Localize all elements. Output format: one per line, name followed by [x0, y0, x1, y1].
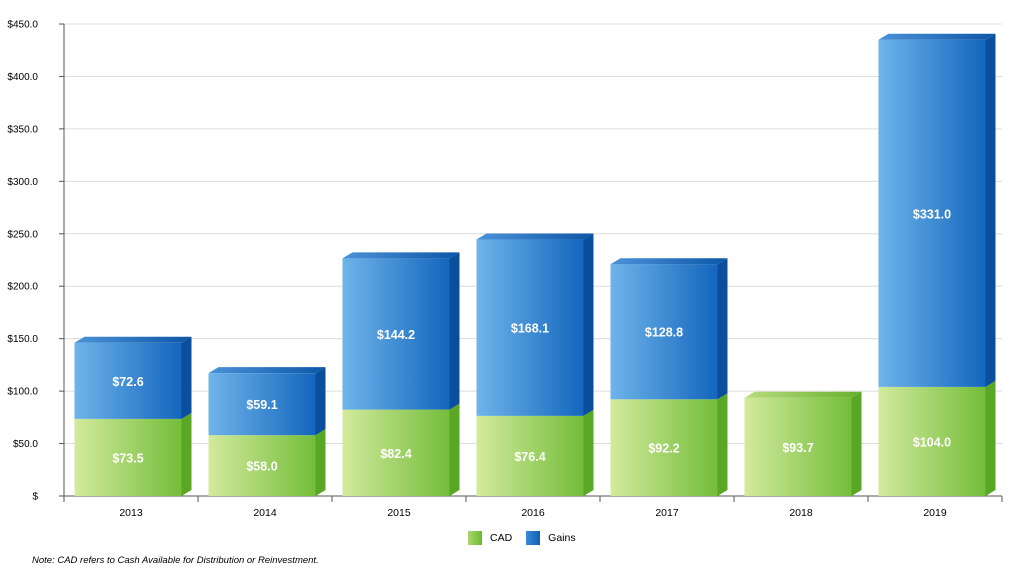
- data-label-gains: $144.2: [377, 328, 415, 342]
- y-axis: $ $50.0 $100.0 $150.0 $200.0 $250.0 $300.0 $350…: [7, 20, 65, 503]
- data-label-gains: $72.6: [112, 375, 143, 389]
- bar-gains-front: [878, 39, 986, 387]
- y-tick-label: $250.0: [7, 229, 38, 240]
- legend-item-gains: Gains: [526, 531, 576, 545]
- bar-gains-side: [583, 233, 594, 416]
- bar-2018: $93.7: [744, 391, 862, 496]
- data-label-cad: $82.4: [380, 447, 411, 461]
- x-tick-label: 2018: [789, 507, 813, 519]
- bar-cad-side: [717, 393, 728, 496]
- bar-cad-top: [744, 391, 862, 398]
- bar-cad-front: [342, 409, 450, 496]
- bar-2017: $92.2 $128.8: [610, 258, 728, 496]
- legend-swatch-gains: [526, 531, 541, 545]
- data-label-gains: $128.8: [645, 326, 683, 340]
- data-label-cad: $93.7: [782, 441, 813, 455]
- y-tick-label: $50.0: [13, 439, 38, 450]
- y-tick-label: $100.0: [7, 387, 38, 398]
- bar-gains-top: [878, 33, 996, 40]
- bar-2013: $73.5 $72.6: [74, 336, 192, 496]
- stacked-bar-chart: $ $50.0 $100.0 $150.0 $200.0 $250.0 $300.0 $350…: [7, 20, 1003, 519]
- bar-gains-front: [208, 373, 316, 436]
- x-tick-label: 2015: [387, 507, 411, 519]
- bar-cad-front: [208, 435, 316, 496]
- data-label-cad: $92.2: [648, 442, 679, 456]
- data-label-gains: $168.1: [511, 322, 549, 336]
- bar-gains-front: [342, 258, 450, 410]
- y-tick-label: $450.0: [7, 20, 38, 31]
- legend-label-gains: Gains: [548, 532, 576, 544]
- bar-gains-front: [610, 264, 718, 400]
- bar-gains-top: [74, 336, 192, 343]
- data-label-cad: $58.0: [246, 460, 277, 474]
- bar-gains-side: [449, 252, 460, 410]
- bar-2016: $76.4 $168.1: [476, 233, 594, 496]
- bar-cad-side: [985, 380, 996, 496]
- bar-cad-front: [878, 386, 986, 496]
- bar-cad-front: [74, 418, 182, 496]
- bar-cad-side: [583, 409, 594, 496]
- bar-gains-top: [342, 252, 460, 259]
- bar-cad-side: [851, 391, 862, 496]
- bar-gains-top: [208, 367, 326, 374]
- footnote: Note: CAD refers to Cash Available for D…: [32, 555, 319, 566]
- bar-gains-side: [717, 258, 728, 400]
- bar-cad-side: [315, 429, 326, 496]
- y-tick-label: $350.0: [7, 124, 38, 135]
- x-tick-label: 2014: [253, 507, 277, 519]
- legend-item-cad: CAD: [468, 531, 512, 545]
- y-tick-label: $400.0: [7, 72, 38, 83]
- bar-gains-side: [181, 336, 192, 419]
- data-label-gains: $59.1: [246, 398, 277, 412]
- y-tick-label: $300.0: [7, 177, 38, 188]
- bar-gains-side: [315, 367, 326, 436]
- bar-cad-front: [476, 415, 584, 496]
- data-label-cad: $73.5: [112, 451, 143, 465]
- bar-gains-top: [476, 233, 594, 240]
- y-tick-label: $: [32, 492, 38, 503]
- bar-cad-side: [181, 412, 192, 496]
- data-label-gains: $331.0: [913, 207, 951, 221]
- x-tick-label: 2013: [119, 507, 143, 519]
- bar-gains-front: [476, 239, 584, 416]
- x-tick-label: 2019: [923, 507, 947, 519]
- legend-swatch-cad: [468, 531, 482, 545]
- y-tick-label: $150.0: [7, 334, 38, 345]
- x-tick-label: 2017: [655, 507, 679, 519]
- legend: CAD Gains: [468, 531, 590, 545]
- bar-2019: $104.0 $331.0: [878, 33, 996, 496]
- data-label-cad: $104.0: [913, 435, 951, 449]
- bars: $73.5 $72.6 $58.0 $59.1 $82.4 $144.2 $76.4 $168…: [74, 33, 996, 496]
- bar-gains-side: [985, 33, 996, 387]
- x-tick-label: 2016: [521, 507, 545, 519]
- data-label-cad: $76.4: [514, 450, 545, 464]
- bar-cad-front: [744, 397, 852, 496]
- bar-cad-front: [610, 399, 718, 496]
- bar-2014: $58.0 $59.1: [208, 367, 326, 496]
- x-axis: 2013 2014 2015 2016 2017 2018 2019: [63, 495, 1003, 519]
- bar-gains-front: [74, 342, 182, 419]
- bar-cad-side: [449, 403, 460, 496]
- bar-2015: $82.4 $144.2: [342, 252, 460, 496]
- bar-gains-top: [610, 258, 728, 265]
- y-tick-label: $200.0: [7, 282, 38, 293]
- legend-label-cad: CAD: [490, 532, 513, 544]
